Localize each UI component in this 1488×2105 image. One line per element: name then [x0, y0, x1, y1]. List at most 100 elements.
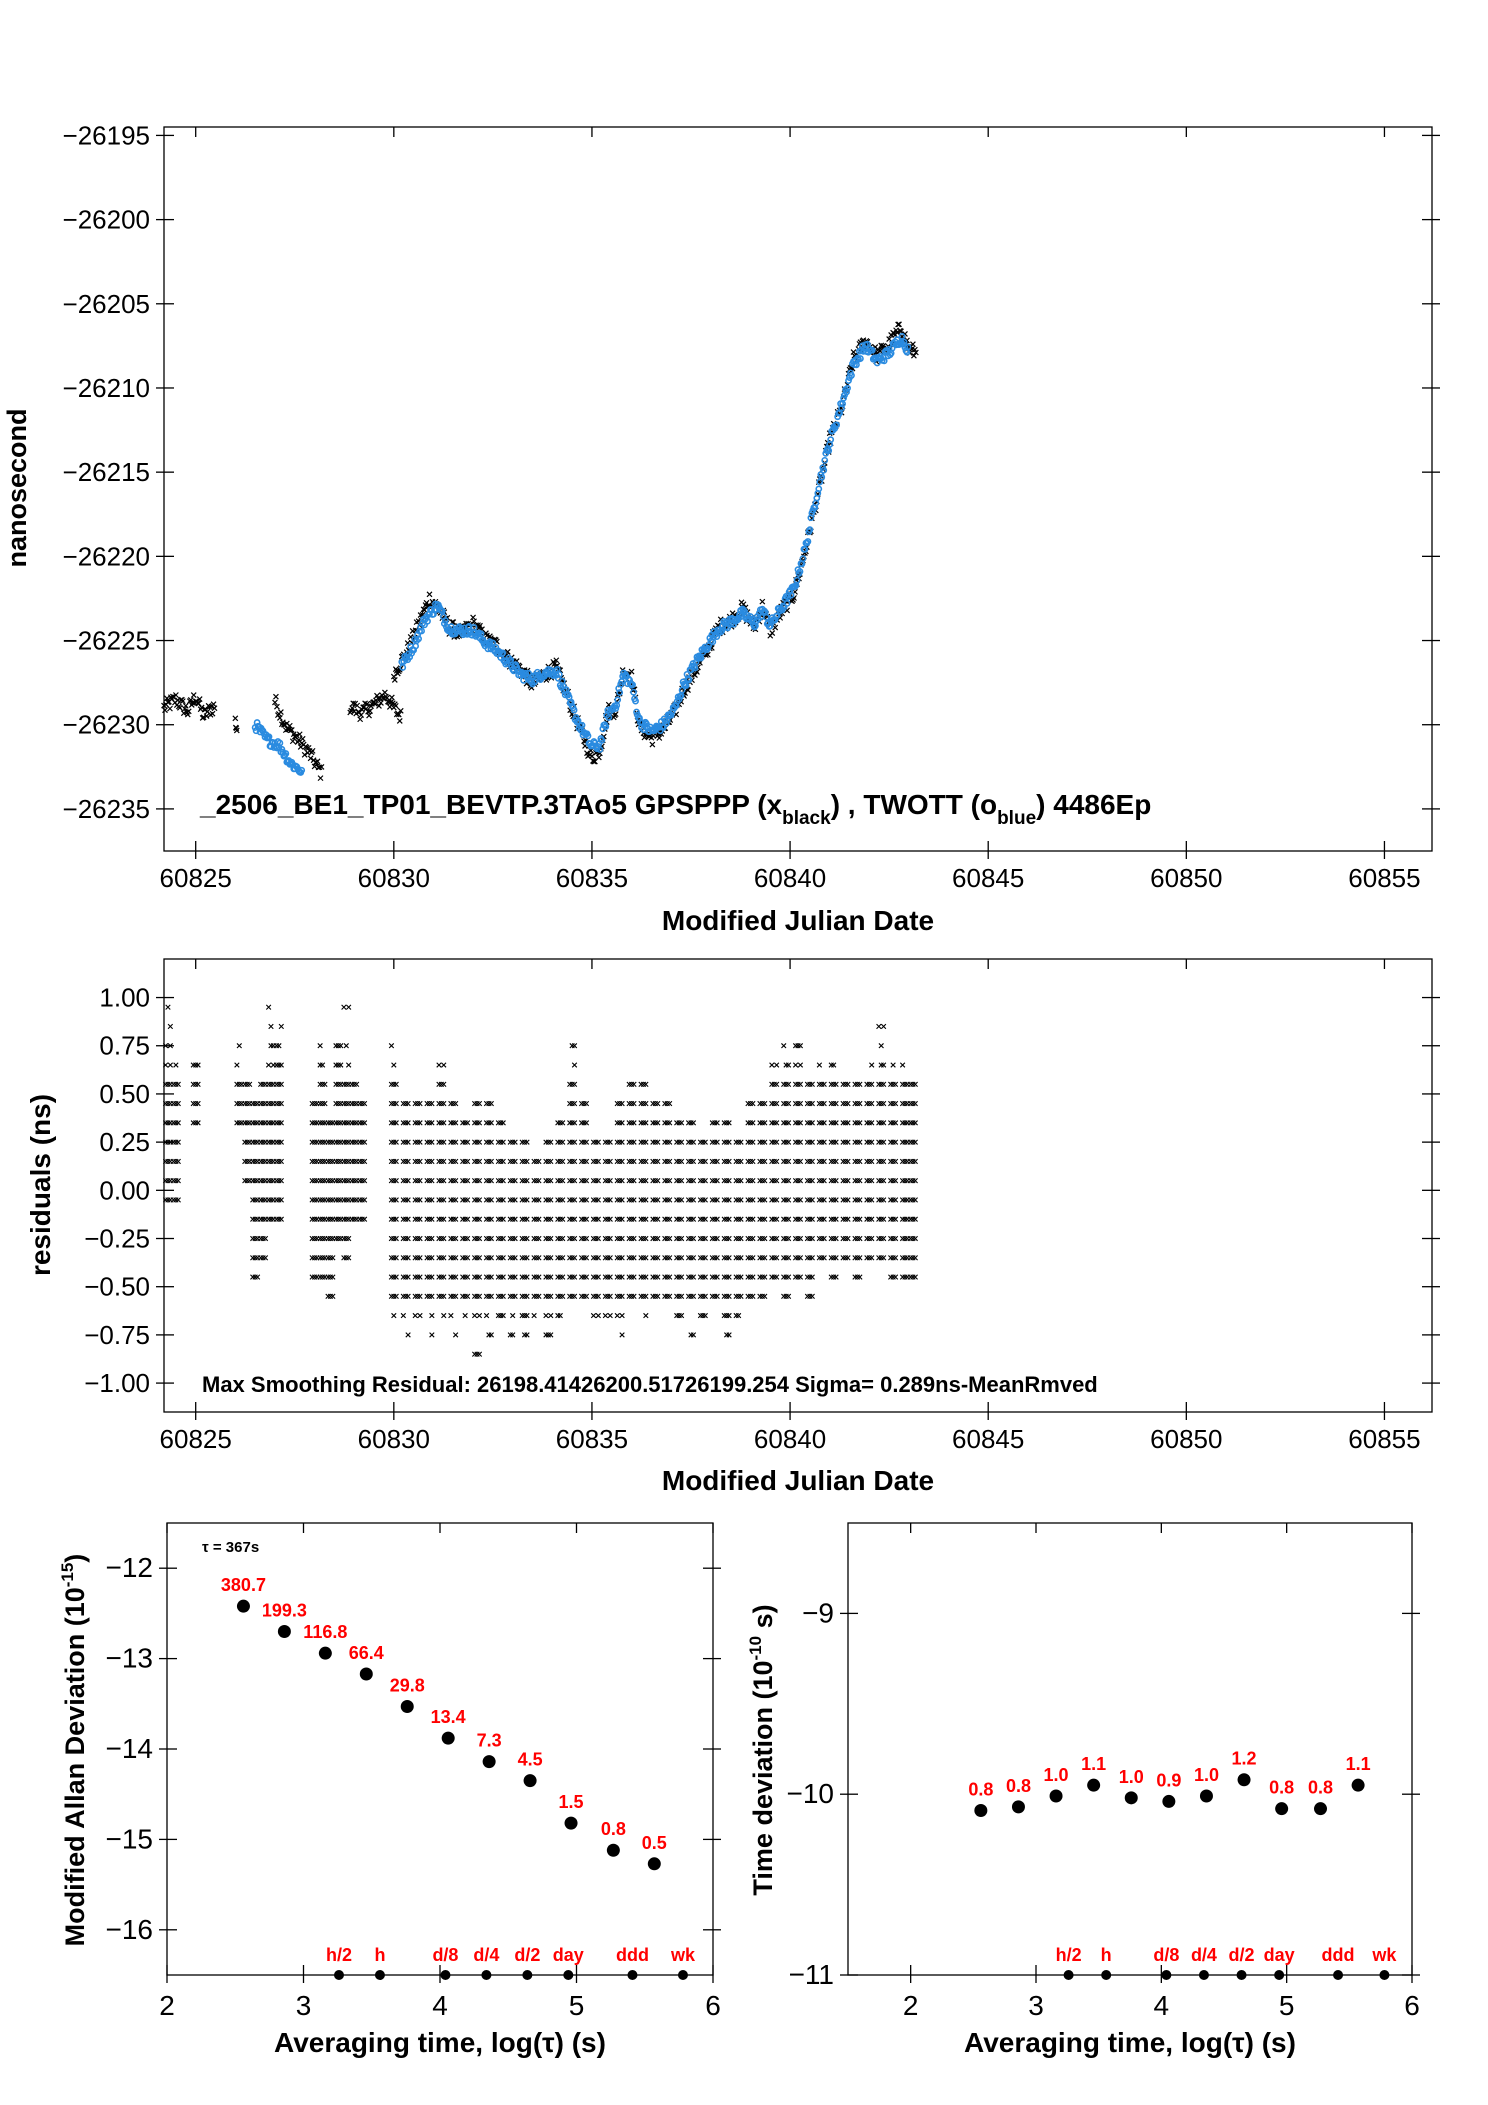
residual-point	[405, 1158, 411, 1165]
residual-point	[441, 1197, 447, 1203]
residual-point	[785, 1274, 792, 1280]
interval-marker-label: wk	[670, 1945, 696, 1965]
residual-point	[512, 1197, 518, 1203]
twott-point	[567, 698, 575, 706]
residual-point	[797, 1120, 804, 1126]
residual-point	[762, 1274, 768, 1280]
gpsppp-point	[390, 673, 397, 680]
residual-point	[857, 1216, 863, 1222]
residual-point	[750, 1120, 756, 1126]
residual-point	[797, 1235, 804, 1242]
residual-point	[726, 1216, 732, 1222]
residual-point	[785, 1177, 792, 1184]
twott-point	[612, 705, 620, 712]
residual-point	[809, 1081, 815, 1087]
residual-point	[345, 1004, 352, 1010]
residual-point	[738, 1216, 744, 1222]
residual-point	[655, 1235, 661, 1242]
gpsppp-point	[354, 702, 361, 709]
residual-point	[278, 1158, 284, 1165]
residual-point	[548, 1139, 554, 1145]
twott-point	[766, 622, 774, 630]
residual-point	[500, 1120, 506, 1126]
timeseries-annotation: _2506_BE1_TP01_BEVTP.3TAo5 GPSPPP (xblac…	[199, 789, 1151, 829]
residual-point	[845, 1100, 851, 1107]
residual-point	[405, 1216, 411, 1222]
residual-point	[912, 1235, 918, 1242]
residual-point	[595, 1197, 601, 1203]
twott-point	[880, 357, 888, 365]
y-tick-label: 0.50	[99, 1079, 150, 1109]
residual-point	[876, 1023, 882, 1030]
gpsppp-point	[176, 704, 183, 711]
gpsppp-point	[364, 701, 371, 707]
gpsppp-point	[276, 715, 283, 721]
residual-point	[583, 1216, 590, 1222]
residual-point	[559, 1235, 566, 1242]
residual-point	[821, 1100, 827, 1107]
residual-point	[880, 1023, 887, 1030]
gpsppp-point	[759, 598, 766, 605]
residual-point	[714, 1120, 720, 1126]
gpsppp-point	[358, 712, 365, 718]
residual-point	[619, 1293, 625, 1300]
residual-point	[785, 1139, 792, 1145]
twott-point	[276, 739, 284, 747]
timeseries-frame	[163, 126, 1433, 852]
residual-point	[750, 1274, 756, 1280]
residual-point	[845, 1158, 851, 1165]
twott-point	[596, 746, 604, 753]
residual-point	[643, 1235, 649, 1242]
residual-point	[361, 1197, 368, 1203]
twott-point	[614, 696, 622, 704]
residual-point	[476, 1255, 483, 1261]
residual-point	[405, 1100, 411, 1107]
residual-point	[536, 1255, 542, 1261]
residual-point	[892, 1081, 899, 1087]
gpsppp-point	[391, 677, 398, 683]
residual-point	[690, 1293, 697, 1300]
gpsppp-point	[274, 703, 280, 710]
interval-marker-label: ddd	[1322, 1945, 1355, 1965]
residual-point	[476, 1177, 483, 1184]
gpsppp-point	[692, 672, 698, 678]
residuals-ylabel: residuals (ns)	[25, 1094, 56, 1276]
deviation-value-label: 199.3	[262, 1600, 307, 1620]
residual-point	[821, 1081, 827, 1087]
twott-point	[815, 485, 823, 493]
residual-point	[643, 1197, 649, 1203]
residual-point	[595, 1312, 601, 1319]
residual-point	[666, 1255, 673, 1261]
deviation-value-label: 1.2	[1232, 1749, 1257, 1769]
residual-point	[405, 1255, 411, 1261]
residual-point	[845, 1255, 851, 1261]
residual-point	[265, 1004, 272, 1010]
residual-point	[524, 1177, 530, 1184]
residual-point	[845, 1120, 851, 1126]
residual-point	[619, 1177, 625, 1184]
residual-point	[353, 1081, 360, 1087]
gpsppp-point	[179, 698, 186, 705]
gpsppp-point	[376, 702, 382, 709]
residual-point	[559, 1293, 566, 1300]
residual-point	[631, 1158, 637, 1165]
twott-point	[555, 671, 563, 678]
residual-point	[869, 1177, 875, 1184]
residual-point	[548, 1177, 554, 1184]
residual-point	[583, 1255, 590, 1261]
residual-point	[912, 1158, 918, 1165]
twott-point	[799, 555, 807, 563]
residual-point	[536, 1274, 542, 1280]
residual-point	[631, 1197, 637, 1203]
gpsppp-point	[232, 715, 239, 722]
residual-point	[476, 1312, 483, 1319]
residual-point	[476, 1235, 483, 1242]
residual-point	[892, 1274, 899, 1280]
twott-point	[904, 343, 912, 351]
residual-point	[762, 1216, 768, 1222]
gpsppp-point	[649, 741, 656, 748]
residual-point	[512, 1216, 518, 1222]
residual-point	[619, 1274, 625, 1280]
residual-point	[476, 1197, 483, 1203]
residual-point	[785, 1062, 792, 1068]
